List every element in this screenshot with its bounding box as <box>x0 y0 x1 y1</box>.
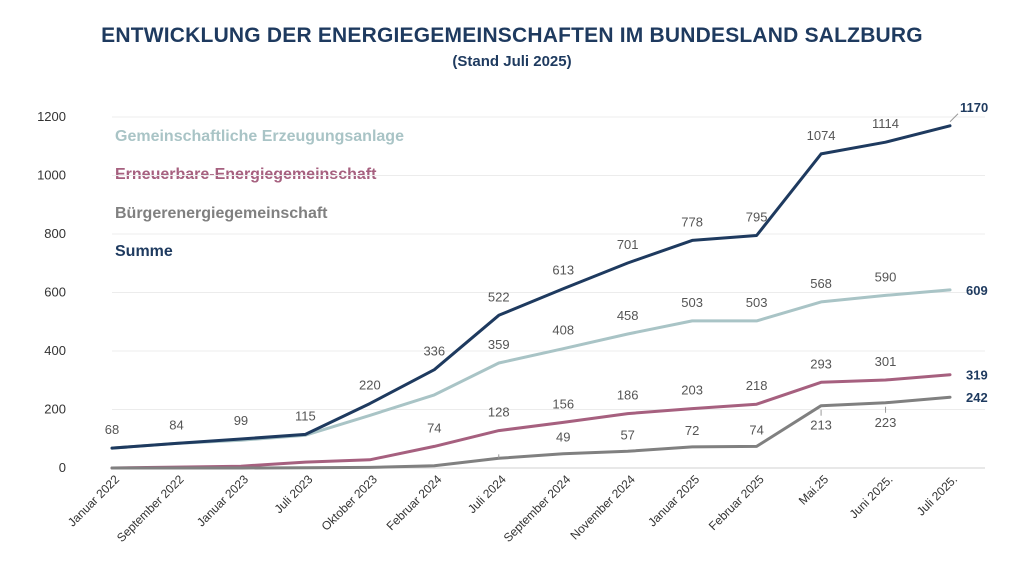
data-label: 359 <box>488 337 510 352</box>
x-tick-label: Juli 2024 <box>465 472 509 516</box>
data-label: 220 <box>359 378 381 393</box>
data-label: 795 <box>746 209 768 224</box>
data-label: 503 <box>681 295 703 310</box>
data-label: 213 <box>810 418 832 433</box>
x-tick-label: Juli 2023 <box>272 472 316 516</box>
x-tick-label: Januar 2022 <box>65 472 122 529</box>
x-tick-label: Februar 2024 <box>384 472 445 533</box>
x-tick-label: Juni 2025. <box>847 472 896 521</box>
data-label: 701 <box>617 237 639 252</box>
data-label: 458 <box>617 308 639 323</box>
legend-entry-summe: Summe <box>115 243 173 260</box>
x-tick-label: Februar 2025 <box>706 472 767 533</box>
data-label: 218 <box>746 378 768 393</box>
data-label: 74 <box>427 420 441 435</box>
y-tick-label: 200 <box>44 402 66 417</box>
data-label: 74 <box>749 422 763 437</box>
data-label: 68 <box>105 422 119 437</box>
data-label: 49 <box>556 430 570 445</box>
data-label: 99 <box>234 413 248 428</box>
data-label: 568 <box>810 276 832 291</box>
callout-line <box>949 113 959 123</box>
data-label: 115 <box>295 408 316 423</box>
x-tick-label: Januar 2025 <box>645 472 702 529</box>
data-label: 57 <box>620 427 634 442</box>
chart-subtitle: (Stand Juli 2025) <box>452 53 572 70</box>
data-label: 128 <box>488 405 510 420</box>
data-label: 72 <box>685 423 699 438</box>
x-tick-label: September 2022 <box>114 472 187 545</box>
y-tick-label: 0 <box>59 460 66 475</box>
data-label: 1170 <box>960 100 988 115</box>
data-label: 408 <box>552 323 574 338</box>
data-label: 336 <box>423 344 445 359</box>
y-tick-label: 400 <box>44 343 66 358</box>
data-label: 293 <box>810 356 832 371</box>
legend-entry-erzeugungsanlage: Gemeinschaftliche Erzeugungsanlage <box>115 128 404 145</box>
x-tick-label: Oktober 2023 <box>319 472 381 534</box>
x-tick-label: Januar 2023 <box>194 472 251 529</box>
data-label: 186 <box>617 388 639 403</box>
data-label: 522 <box>488 289 510 304</box>
data-label: 1114 <box>872 116 899 131</box>
x-tick-label: September 2024 <box>501 472 574 545</box>
data-label: 609 <box>966 283 988 298</box>
data-label: 503 <box>746 295 768 310</box>
series-line-1 <box>110 373 952 470</box>
y-tick-label: 1000 <box>37 168 66 183</box>
y-tick-label: 1200 <box>37 109 66 124</box>
data-label: 1074 <box>807 128 836 143</box>
x-tick-label: Mai.25 <box>796 472 832 508</box>
data-label: 301 <box>875 354 897 369</box>
legend-entry-eeg: Erneuerbare-Energiegemeinschaft <box>115 166 377 183</box>
x-tick-label: November 2024 <box>568 472 639 543</box>
data-label: 590 <box>875 269 897 284</box>
data-label: 613 <box>552 263 574 278</box>
data-label: 223 <box>875 415 897 430</box>
data-label: 319 <box>966 368 988 383</box>
series-line-3 <box>110 124 952 450</box>
data-label: 242 <box>966 390 988 405</box>
data-label: 84 <box>169 417 183 432</box>
legend-entry-beg: Bürgerenergiegemeinschaft <box>115 205 328 222</box>
y-tick-label: 800 <box>44 226 66 241</box>
series-line-2 <box>110 395 952 470</box>
data-label: 778 <box>681 214 703 229</box>
data-label: 156 <box>552 396 574 411</box>
chart-title: ENTWICKLUNG DER ENERGIEGEMEINSCHAFTEN IM… <box>101 24 923 47</box>
x-tick-label: Juli 2025. <box>914 472 960 518</box>
data-label: 203 <box>681 383 703 398</box>
y-tick-label: 600 <box>44 285 66 300</box>
